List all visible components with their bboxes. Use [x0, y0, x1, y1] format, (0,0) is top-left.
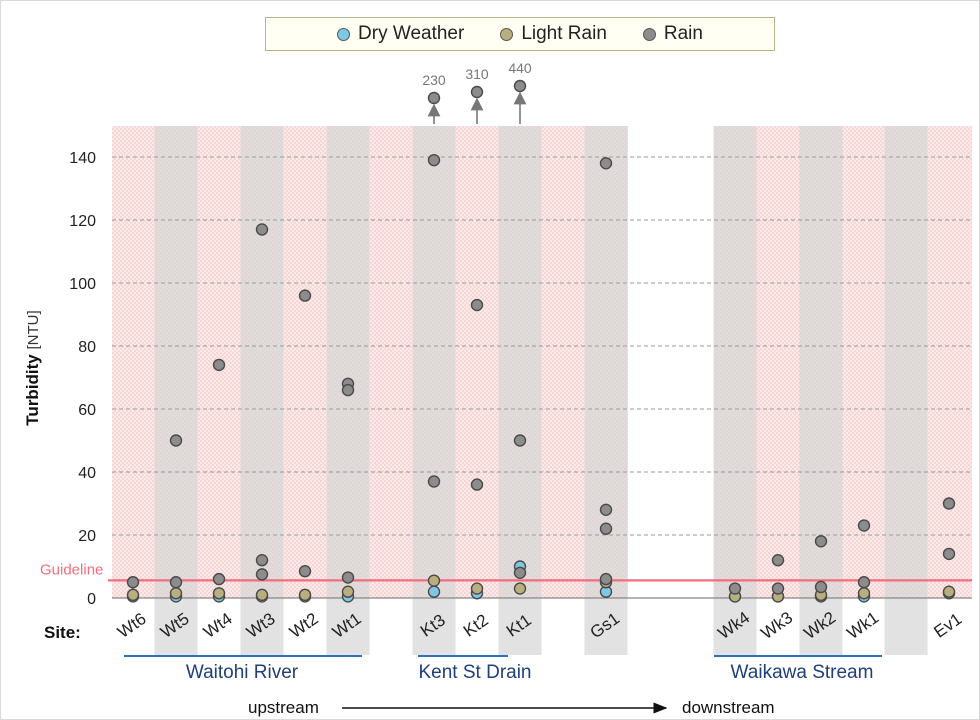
guideline-label: Guideline	[40, 561, 103, 578]
data-point-light-rain-kt2-7	[470, 582, 484, 595]
data-point-light-rain-wk1-13	[857, 587, 871, 600]
data-point-rain-gs1-23	[599, 503, 613, 516]
clipped-value-label-kt1: 440	[508, 60, 532, 76]
y-tick-label-100: 100	[69, 276, 96, 293]
data-point-rain-kt2-16	[470, 85, 484, 99]
site-column-band-1	[240, 126, 284, 655]
legend-swatch-rain	[642, 27, 656, 41]
data-point-rain-kt1-21	[513, 566, 527, 579]
y-tick-label-60: 60	[78, 402, 96, 419]
data-point-rain-wk2-30	[814, 580, 828, 594]
exceedance-band-left	[112, 126, 628, 598]
y-axis-unit: [NTU]	[25, 310, 42, 350]
site-column-band-5	[584, 126, 628, 655]
chart-legend: Dry Weather Light Rain Rain	[265, 17, 775, 51]
data-point-rain-kt2-17	[470, 298, 484, 312]
site-column-band-3	[412, 126, 456, 655]
site-tick-label-wt4: Wt4	[200, 609, 236, 642]
legend-item-dry-weather: Dry Weather	[337, 23, 464, 45]
site-column-band-6	[713, 126, 757, 655]
site-tick-label-ev1: Ev1	[930, 609, 965, 641]
data-point-rain-wk3-28	[771, 582, 785, 595]
legend-label-rain: Rain	[663, 23, 703, 44]
clipped-value-label-kt2: 310	[465, 66, 489, 82]
exceedance-band-right	[714, 126, 972, 598]
data-point-rain-gs1-24	[599, 522, 613, 535]
site-axis-label: Site:	[44, 623, 81, 642]
y-axis-label: Turbidity [NTU]	[23, 273, 43, 463]
data-point-rain-wk3-27	[771, 554, 785, 567]
data-point-dry-weather-kt3-6	[427, 585, 441, 598]
data-point-rain-kt3-14	[427, 153, 441, 167]
downstream-label: downstream	[682, 698, 775, 717]
data-point-rain-kt1-19	[513, 79, 527, 93]
legend-label-dry-weather: Dry Weather	[358, 23, 465, 44]
data-point-rain-wk2-29	[814, 535, 828, 548]
data-point-rain-wt1-12	[341, 571, 355, 584]
y-tick-label-120: 120	[69, 213, 96, 230]
data-point-light-rain-wt2-4	[298, 588, 312, 602]
group-label-waikawa-stream: Waikawa Stream	[730, 662, 874, 683]
data-point-light-rain-kt3-6	[427, 574, 441, 587]
site-tick-label-wk1: Wk1	[843, 608, 882, 643]
data-point-rain-wt4-4	[212, 572, 226, 586]
data-point-rain-wt3-6	[255, 554, 269, 567]
data-point-rain-wk4-26	[728, 582, 742, 595]
data-point-light-rain-wt5-1	[169, 587, 183, 600]
data-point-rain-kt1-20	[513, 434, 527, 447]
y-tick-label-140: 140	[69, 150, 96, 167]
clipped-value-label-kt3: 230	[422, 72, 446, 88]
data-point-light-rain-kt1-8	[513, 582, 527, 595]
data-point-rain-wk1-32	[857, 576, 871, 589]
data-point-rain-gs1-22	[599, 157, 613, 170]
data-point-light-rain-wt6-0	[126, 588, 140, 602]
data-point-rain-wt4-3	[212, 358, 226, 372]
data-point-rain-wt2-9	[298, 565, 312, 578]
y-tick-label-20: 20	[78, 528, 96, 545]
data-point-rain-kt3-13	[427, 91, 441, 105]
data-point-rain-wt3-5	[255, 223, 269, 236]
data-point-light-rain-ev1-14	[942, 585, 956, 598]
site-tick-label-wt2: Wt2	[286, 609, 322, 642]
site-tick-label-wt6: Wt6	[114, 609, 150, 642]
site-column-band-8	[884, 126, 928, 655]
group-label-waitohi-river: Waitohi River	[185, 662, 299, 683]
data-point-rain-kt2-18	[470, 478, 484, 491]
data-point-rain-wt3-7	[255, 568, 269, 581]
data-point-rain-wk1-31	[857, 519, 871, 532]
group-label-kent-st-drain: Kent St Drain	[418, 662, 532, 683]
upstream-label: upstream	[248, 698, 319, 717]
data-point-rain-wt1-11	[341, 383, 355, 397]
legend-item-rain: Rain	[642, 23, 703, 45]
data-point-light-rain-wt4-2	[212, 587, 226, 600]
data-point-rain-wt6-0	[126, 576, 140, 589]
data-point-rain-wt2-8	[298, 289, 312, 302]
data-point-rain-wt5-1	[169, 434, 183, 447]
legend-swatch-light-rain	[500, 27, 514, 41]
site-column-band-7	[799, 126, 843, 655]
data-point-light-rain-wt1-5	[341, 585, 355, 598]
data-point-rain-wt5-2	[169, 576, 183, 589]
data-point-rain-kt3-15	[427, 475, 441, 488]
data-point-rain-ev1-33	[942, 497, 956, 510]
site-column-band-0	[154, 126, 198, 655]
data-point-light-rain-wt3-3	[255, 588, 269, 602]
y-tick-label-80: 80	[78, 339, 96, 356]
legend-swatch-dry-weather	[337, 27, 351, 41]
data-point-rain-gs1-25	[599, 572, 613, 586]
y-tick-label-0: 0	[87, 591, 96, 608]
legend-item-light-rain: Light Rain	[500, 23, 607, 45]
legend-label-light-rain: Light Rain	[521, 23, 607, 44]
site-tick-label-kt2: Kt2	[460, 610, 492, 640]
y-axis-label-text: Turbidity	[23, 354, 42, 426]
data-point-rain-ev1-34	[942, 547, 956, 561]
y-tick-label-40: 40	[78, 465, 96, 482]
site-tick-label-wk3: Wk3	[757, 608, 796, 643]
